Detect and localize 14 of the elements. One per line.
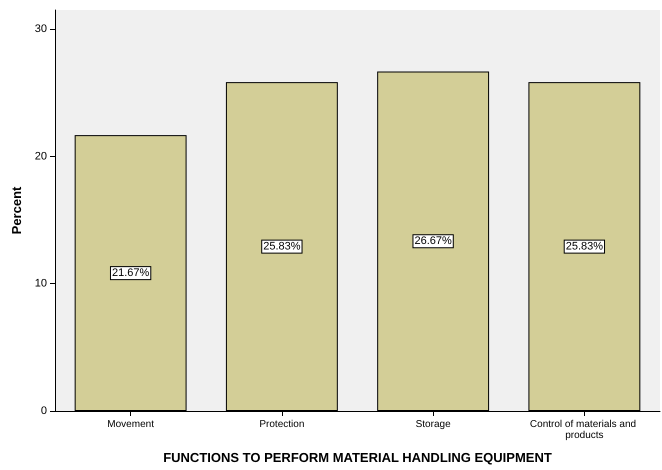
x-tick-label: Protection — [259, 419, 304, 430]
x-axis-title: FUNCTIONS TO PERFORM MATERIAL HANDLING EQUIPMENT — [163, 450, 552, 465]
data-label: 25.83% — [263, 240, 301, 253]
x-tick-label: Storage — [416, 419, 452, 430]
x-tick-label: Movement — [107, 419, 154, 430]
data-label: 25.83% — [566, 240, 604, 253]
y-tick-label: 20 — [34, 150, 47, 162]
y-axis-title: Percent — [9, 186, 24, 234]
x-tick-label: Control of materials and products — [530, 419, 639, 441]
y-tick-label: 10 — [34, 278, 47, 290]
y-tick-label: 30 — [34, 23, 47, 36]
data-label: 21.67% — [112, 267, 150, 280]
y-tick-label: 0 — [40, 405, 47, 417]
data-label: 26.67% — [414, 235, 452, 248]
